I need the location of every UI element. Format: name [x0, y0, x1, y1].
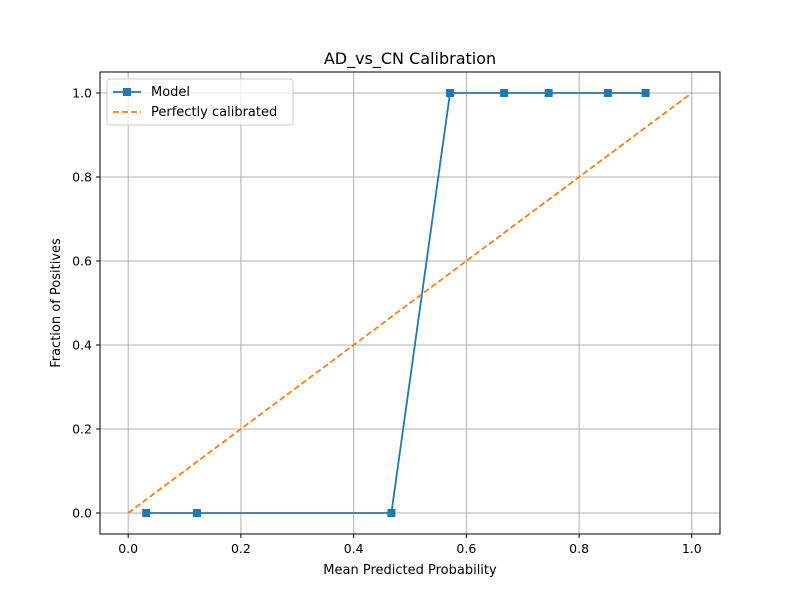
axes-frame [99, 71, 721, 535]
y-tick-label: 0.6 [72, 254, 92, 269]
perfectly-calibrated-line [127, 92, 693, 514]
model-point [192, 509, 201, 517]
series-layer [127, 89, 693, 517]
y-tick-label: 0.8 [72, 170, 92, 185]
model-point [544, 89, 553, 97]
model-point [142, 509, 151, 517]
x-axis-label: Mean Predicted Probability [323, 563, 497, 578]
y-axis-label: Fraction of Positives [49, 238, 64, 368]
model-point [641, 89, 650, 97]
y-tick-label: 0.0 [72, 506, 92, 521]
chart-title: AD_vs_CN Calibration [324, 49, 496, 69]
x-tick-label: 0.2 [231, 541, 251, 556]
model-point [500, 89, 509, 97]
y-tick-label: 0.2 [72, 422, 92, 437]
legend-model-marker [123, 88, 131, 96]
x-tick-label: 0.4 [344, 541, 364, 556]
model-line [146, 92, 646, 514]
legend-model-label: Model [151, 85, 190, 100]
y-tick-label: 1.0 [72, 86, 92, 101]
legend: Model Perfectly calibrated [106, 78, 294, 126]
x-tick-label: 0.0 [118, 541, 138, 556]
legend-box [106, 78, 294, 126]
x-tick-label: 0.8 [569, 541, 589, 556]
x-tick-label: 1.0 [682, 541, 702, 556]
x-tick-label: 0.6 [456, 541, 476, 556]
model-point [603, 89, 612, 97]
tick-layer: 0.0 0.2 0.4 0.6 0.8 1.0 0.0 0.2 0.4 0.6 0.8 1.0 [72, 86, 702, 557]
legend-calibrated-label: Perfectly calibrated [151, 105, 277, 120]
model-point [446, 89, 455, 97]
model-point [387, 509, 396, 517]
y-tick-label: 0.4 [72, 338, 92, 353]
